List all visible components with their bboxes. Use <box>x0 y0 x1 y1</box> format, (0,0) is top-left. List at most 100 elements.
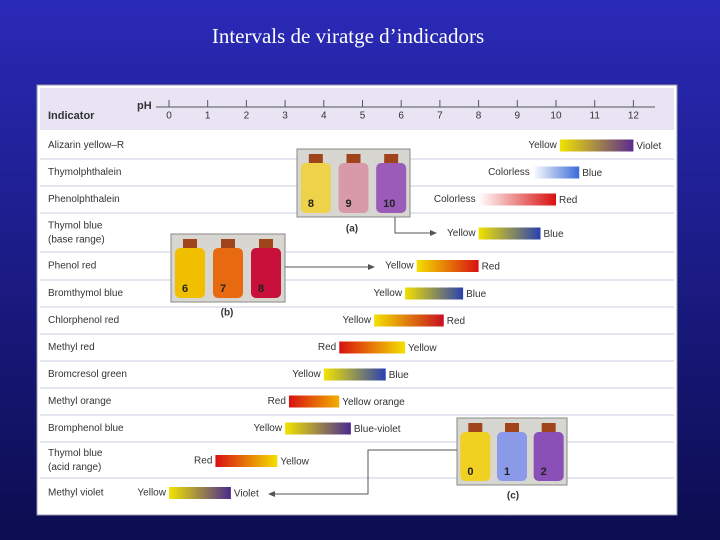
x-tick-label: 6 <box>398 111 404 122</box>
transition-bar <box>559 139 634 152</box>
high-color-label: Red <box>559 195 577 206</box>
axis-label: pH <box>137 100 152 112</box>
pointer-head <box>268 491 275 497</box>
bottle <box>175 248 205 298</box>
x-tick-label: 5 <box>360 111 366 122</box>
transition-bar <box>215 455 278 467</box>
bottle-number: 0 <box>467 466 473 478</box>
bottle-number: 6 <box>182 283 188 295</box>
row-label: Thymol blue (base range) <box>48 220 105 245</box>
x-tick-label: 1 <box>205 111 211 122</box>
x-tick-label: 11 <box>590 111 601 122</box>
low-color-label: Yellow <box>292 369 321 380</box>
transition-bar <box>285 422 351 435</box>
slide-title: Intervals de viratge d’indicadors <box>212 24 484 48</box>
bottle <box>497 432 527 481</box>
high-color-label: Yellow orange <box>342 397 405 408</box>
low-color-label: Colorless <box>434 194 476 205</box>
bottle-number: 1 <box>504 466 510 478</box>
low-color-label: Red <box>268 396 286 407</box>
pointer-line <box>394 217 433 234</box>
row-label: Bromphenol blue <box>48 423 124 434</box>
high-color-label: Red <box>482 262 500 273</box>
transition-bar <box>478 227 541 240</box>
transition-bar <box>323 368 386 381</box>
bottle-cap <box>541 423 556 432</box>
low-color-label: Red <box>194 456 212 467</box>
x-tick-label: 10 <box>550 111 562 122</box>
low-color-label: Colorless <box>488 167 530 178</box>
bottle <box>460 432 491 481</box>
pointer-head <box>430 230 437 236</box>
bottle <box>251 248 281 298</box>
row-label: Chlorphenol red <box>48 315 119 326</box>
bottle-cap <box>259 239 273 248</box>
bottle-cap <box>346 154 361 163</box>
x-tick-label: 4 <box>321 111 327 122</box>
bottle-number: 8 <box>308 198 314 210</box>
transition-bar <box>416 260 479 272</box>
inset-label: (b) <box>221 308 234 319</box>
inset-label: (c) <box>507 491 519 502</box>
high-color-label: Blue-violet <box>354 424 401 435</box>
x-tick-label: 0 <box>166 111 172 122</box>
x-tick-label: 2 <box>244 111 250 122</box>
bottle-number: 7 <box>220 283 226 295</box>
bottle-number: 9 <box>346 198 352 210</box>
bottle <box>213 248 243 298</box>
transition-bar <box>532 166 580 179</box>
bottle-number: 10 <box>383 198 395 210</box>
header-band <box>40 88 674 130</box>
transition-bar <box>168 487 231 499</box>
high-color-label: Yellow <box>280 457 309 468</box>
bottle-number: 8 <box>258 283 264 295</box>
low-color-label: Red <box>318 342 336 353</box>
transition-bar <box>288 395 340 408</box>
x-tick-label: 9 <box>515 111 521 122</box>
row-label: Methyl orange <box>48 396 112 407</box>
high-color-label: Blue <box>544 229 564 240</box>
column-header: Indicator <box>48 110 95 122</box>
pointer-head <box>368 264 375 270</box>
bottle <box>376 163 407 213</box>
high-color-label: Violet <box>234 489 259 500</box>
low-color-label: Yellow <box>374 288 403 299</box>
high-color-label: Violet <box>636 141 661 152</box>
x-tick-label: 3 <box>282 111 288 122</box>
row-label: Methyl red <box>48 342 95 353</box>
bottle <box>338 163 369 213</box>
transition-bar <box>478 193 556 206</box>
bottle-cap <box>384 154 399 163</box>
x-tick-label: 7 <box>437 111 443 122</box>
low-color-label: Yellow <box>528 140 557 151</box>
bottle-cap <box>505 423 519 432</box>
x-tick-label: 8 <box>476 111 482 122</box>
high-color-label: Blue <box>466 289 486 300</box>
low-color-label: Yellow <box>254 423 283 434</box>
transition-bar <box>405 287 464 300</box>
bottle-cap <box>183 239 197 248</box>
high-color-label: Blue <box>582 168 602 179</box>
row-label: Bromcresol green <box>48 369 127 380</box>
bottle-cap <box>221 239 235 248</box>
transition-bar <box>339 341 406 354</box>
bottle-cap <box>468 423 483 432</box>
pointer-line <box>272 449 457 495</box>
high-color-label: Yellow <box>408 343 437 354</box>
low-color-label: Yellow <box>343 315 372 326</box>
row-label: Phenolphthalein <box>48 194 120 205</box>
bottle-number: 2 <box>541 466 547 478</box>
bottle-cap <box>308 154 323 163</box>
row-label: Methyl violet <box>48 488 104 499</box>
low-color-label: Yellow <box>385 261 414 272</box>
transition-bar <box>374 314 444 327</box>
inset-label: (a) <box>346 224 358 235</box>
bottle <box>300 163 331 213</box>
low-color-label: Yellow <box>137 488 166 499</box>
high-color-label: Blue <box>389 370 409 381</box>
bottle <box>533 432 564 481</box>
high-color-label: Red <box>447 316 465 327</box>
row-label: Phenol red <box>48 261 96 272</box>
row-label: Thymolphthalein <box>48 167 121 178</box>
